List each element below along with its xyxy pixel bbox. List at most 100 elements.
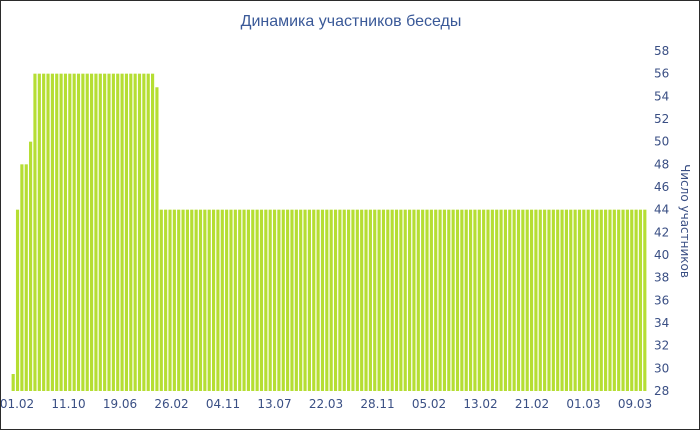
grid-band	[11, 51, 647, 74]
bar	[207, 209, 211, 391]
bar	[172, 209, 176, 391]
bar	[569, 209, 573, 391]
bar	[233, 209, 237, 391]
bar	[103, 73, 107, 392]
bar	[299, 209, 303, 391]
bar	[320, 209, 325, 391]
bar	[442, 209, 447, 391]
bar	[381, 209, 386, 391]
grid-bands	[11, 51, 647, 391]
bar	[185, 209, 190, 391]
bar	[107, 73, 111, 392]
bar	[142, 73, 146, 392]
bar	[259, 209, 264, 391]
x-tick-label: 13.07	[257, 397, 291, 411]
x-tick-label: 19.06	[103, 397, 137, 411]
bar	[534, 209, 538, 391]
bar	[11, 374, 15, 391]
bar	[94, 73, 98, 392]
bar	[37, 73, 41, 392]
y-tick-label: 30	[654, 361, 669, 375]
bar	[490, 209, 494, 391]
x-tick-label: 01.02	[1, 397, 34, 411]
bar	[181, 209, 185, 391]
bar	[81, 73, 85, 392]
bar	[634, 209, 638, 391]
bar	[429, 209, 433, 391]
y-tick-label: 28	[654, 384, 669, 398]
bar	[111, 73, 115, 392]
y-tick-label: 34	[654, 316, 669, 330]
bar	[342, 209, 346, 391]
bar	[529, 209, 534, 391]
bar	[190, 209, 194, 391]
y-tick-label: 32	[654, 339, 669, 353]
bar	[72, 73, 76, 392]
bar	[355, 209, 359, 391]
bar	[630, 209, 634, 391]
bar	[338, 209, 342, 391]
bar	[85, 73, 89, 392]
bar	[516, 209, 521, 391]
bar	[177, 209, 181, 391]
x-tick-label: 09.03	[618, 397, 652, 411]
bar	[151, 73, 155, 392]
bar	[643, 209, 647, 391]
chart-title: Динамика участников беседы	[240, 13, 462, 30]
y-tick-label: 50	[654, 135, 669, 149]
bar	[503, 209, 508, 391]
bar	[394, 209, 399, 391]
bar	[264, 209, 268, 391]
x-tick-label: 04.11	[206, 397, 240, 411]
y-tick-label: 38	[654, 271, 669, 285]
bar	[421, 209, 425, 391]
bar	[168, 209, 172, 391]
bar	[216, 209, 220, 391]
bar	[460, 209, 464, 391]
bar	[599, 209, 603, 391]
bar	[225, 209, 229, 391]
bar	[116, 73, 120, 392]
y-tick-label: 40	[654, 248, 669, 262]
bar	[203, 209, 207, 391]
bar	[408, 209, 412, 391]
bar	[586, 209, 590, 391]
grid-band	[11, 141, 647, 165]
bar	[198, 209, 203, 391]
y-tick-label: 58	[654, 44, 669, 58]
bar	[20, 164, 24, 391]
y-tick-label: 56	[654, 67, 669, 81]
bar	[521, 209, 525, 391]
grid-band	[11, 232, 647, 255]
bar	[333, 209, 338, 391]
bar	[50, 73, 54, 392]
y-axis-ticks: 28 30 32 34 36 38 40 42 44 46 48 50 52 54 56 58	[654, 44, 669, 398]
bar	[486, 209, 490, 391]
bar	[464, 209, 468, 391]
bar	[399, 209, 403, 391]
bar	[455, 209, 460, 391]
bar	[625, 209, 629, 391]
y-axis-title: Число участников	[678, 164, 692, 278]
grid-band	[11, 323, 647, 346]
bar	[364, 209, 368, 391]
bar	[412, 209, 416, 391]
x-axis-ticks: 01.02 11.10 19.06 26.02 04.11 13.07 22.03 28.11…	[1, 397, 652, 411]
bar	[164, 209, 168, 391]
bar	[286, 209, 290, 391]
bar	[377, 209, 381, 391]
bar	[482, 209, 486, 391]
bar	[137, 73, 142, 392]
bar	[46, 73, 50, 392]
y-tick-label: 36	[654, 293, 669, 307]
bar	[246, 209, 250, 391]
bar	[595, 209, 599, 391]
bar	[508, 209, 512, 391]
y-tick-label: 44	[654, 203, 669, 217]
bar	[560, 209, 564, 391]
bar	[211, 209, 216, 391]
grid-band	[11, 96, 647, 119]
bar	[386, 209, 390, 391]
bar	[512, 209, 516, 391]
